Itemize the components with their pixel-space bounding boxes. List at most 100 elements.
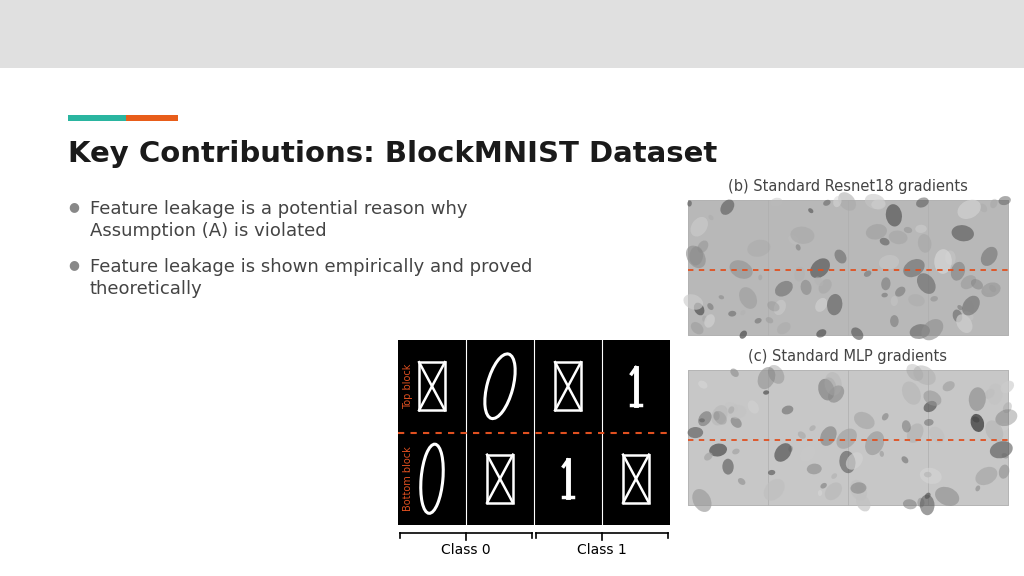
Ellipse shape xyxy=(865,194,885,209)
Ellipse shape xyxy=(827,294,843,315)
Ellipse shape xyxy=(766,317,773,323)
Ellipse shape xyxy=(698,381,708,389)
Ellipse shape xyxy=(713,411,720,420)
Ellipse shape xyxy=(730,369,738,377)
Ellipse shape xyxy=(903,259,925,277)
Ellipse shape xyxy=(856,495,870,511)
Ellipse shape xyxy=(987,384,1002,405)
Ellipse shape xyxy=(851,327,863,340)
Ellipse shape xyxy=(808,208,813,213)
Ellipse shape xyxy=(864,271,871,277)
Ellipse shape xyxy=(820,426,837,446)
Ellipse shape xyxy=(725,402,738,413)
Ellipse shape xyxy=(903,499,916,509)
Ellipse shape xyxy=(728,311,736,317)
Ellipse shape xyxy=(879,255,899,270)
Ellipse shape xyxy=(918,498,925,507)
Bar xyxy=(555,362,581,410)
Ellipse shape xyxy=(823,377,837,394)
Ellipse shape xyxy=(690,217,708,237)
Text: (c) Standard MLP gradients: (c) Standard MLP gradients xyxy=(749,349,947,364)
Ellipse shape xyxy=(800,446,815,461)
Ellipse shape xyxy=(915,225,927,233)
Ellipse shape xyxy=(969,387,986,411)
Bar xyxy=(126,115,178,121)
Ellipse shape xyxy=(999,423,1010,431)
Ellipse shape xyxy=(699,418,705,422)
Ellipse shape xyxy=(972,416,980,423)
Bar xyxy=(768,370,848,505)
Ellipse shape xyxy=(788,446,793,452)
Bar xyxy=(623,454,649,503)
Ellipse shape xyxy=(920,468,942,484)
Ellipse shape xyxy=(719,295,724,300)
Ellipse shape xyxy=(722,458,734,475)
Text: Class 1: Class 1 xyxy=(578,543,627,557)
Ellipse shape xyxy=(691,322,703,334)
Ellipse shape xyxy=(851,482,866,494)
Ellipse shape xyxy=(981,282,1000,297)
Ellipse shape xyxy=(1001,453,1009,458)
Text: Key Contributions: BlockMNIST Dataset: Key Contributions: BlockMNIST Dataset xyxy=(68,140,717,168)
Ellipse shape xyxy=(1002,402,1012,413)
Ellipse shape xyxy=(989,285,996,292)
Ellipse shape xyxy=(890,315,899,327)
Ellipse shape xyxy=(709,215,714,220)
Ellipse shape xyxy=(901,456,908,463)
Ellipse shape xyxy=(976,467,997,485)
Ellipse shape xyxy=(777,322,791,334)
Ellipse shape xyxy=(828,385,844,403)
Ellipse shape xyxy=(823,200,830,206)
Ellipse shape xyxy=(818,490,822,496)
Ellipse shape xyxy=(981,247,997,266)
Ellipse shape xyxy=(729,260,753,279)
Ellipse shape xyxy=(727,405,746,419)
Ellipse shape xyxy=(964,300,974,314)
Ellipse shape xyxy=(775,281,793,297)
Text: Top block: Top block xyxy=(403,363,413,409)
Ellipse shape xyxy=(913,365,936,385)
Ellipse shape xyxy=(998,465,1010,479)
Ellipse shape xyxy=(758,367,775,389)
Bar xyxy=(848,370,928,505)
Ellipse shape xyxy=(850,480,867,501)
Ellipse shape xyxy=(924,401,937,412)
Ellipse shape xyxy=(837,429,857,449)
Ellipse shape xyxy=(739,331,746,339)
Ellipse shape xyxy=(702,316,707,321)
Ellipse shape xyxy=(985,420,1004,442)
Ellipse shape xyxy=(865,431,885,455)
Ellipse shape xyxy=(904,424,922,437)
Ellipse shape xyxy=(846,452,863,469)
Ellipse shape xyxy=(781,406,794,414)
Ellipse shape xyxy=(931,296,938,302)
Text: Bottom block: Bottom block xyxy=(403,446,413,511)
Ellipse shape xyxy=(705,314,715,328)
Ellipse shape xyxy=(882,413,889,420)
Ellipse shape xyxy=(687,427,703,438)
Ellipse shape xyxy=(925,492,931,499)
Ellipse shape xyxy=(795,267,805,282)
Ellipse shape xyxy=(909,324,930,339)
Ellipse shape xyxy=(824,372,842,396)
Text: theoretically: theoretically xyxy=(90,280,203,298)
Bar xyxy=(487,454,513,503)
Ellipse shape xyxy=(834,196,842,207)
Ellipse shape xyxy=(961,275,976,289)
Ellipse shape xyxy=(818,379,835,400)
Ellipse shape xyxy=(683,294,703,310)
Ellipse shape xyxy=(922,319,943,340)
Ellipse shape xyxy=(889,230,907,244)
Ellipse shape xyxy=(748,400,759,414)
Ellipse shape xyxy=(768,365,784,384)
Ellipse shape xyxy=(945,251,955,265)
Ellipse shape xyxy=(831,473,837,479)
Ellipse shape xyxy=(694,302,705,315)
Ellipse shape xyxy=(951,225,974,241)
Ellipse shape xyxy=(934,249,952,274)
Ellipse shape xyxy=(871,199,886,210)
Ellipse shape xyxy=(956,314,973,333)
Text: Feature leakage is shown empirically and proved: Feature leakage is shown empirically and… xyxy=(90,258,532,276)
Ellipse shape xyxy=(1000,381,1014,393)
Bar xyxy=(928,200,1008,335)
